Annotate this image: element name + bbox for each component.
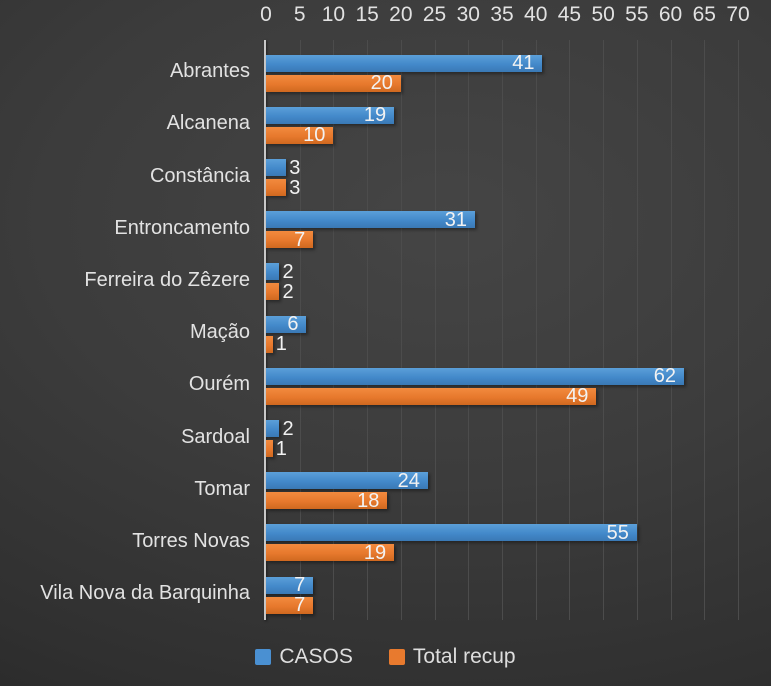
x-axis-tick-label: 60: [658, 3, 683, 26]
legend-label-total-recup: Total recup: [412, 645, 516, 668]
bar-value-label: 1: [275, 333, 287, 356]
bar-value-label: 18: [357, 489, 380, 512]
bar-total-recup: [266, 544, 395, 562]
x-axis-tick-label: 30: [456, 3, 480, 26]
y-axis-line: [264, 40, 266, 620]
bar-value-label: 41: [512, 52, 535, 75]
bar-total-recup: [266, 126, 334, 144]
bar-value-label: 19: [363, 541, 387, 564]
bar-casos: [266, 420, 280, 437]
bar-casos: [266, 576, 314, 594]
bar-total-recup: [266, 335, 273, 353]
bar-casos: [266, 367, 685, 385]
legend-entry-total-recup: Total recup: [388, 645, 516, 669]
bar-casos: [266, 315, 307, 333]
bar-total-recup: [266, 596, 314, 614]
gridline: [636, 40, 638, 620]
bar-total-recup: [266, 74, 401, 92]
x-axis-tick-label: 65: [692, 3, 716, 26]
bar-value-label: 31: [444, 208, 468, 231]
gridline: [333, 40, 335, 620]
gridline: [738, 40, 739, 620]
bar-value-label: 10: [303, 124, 326, 147]
bar-value-label: 2: [282, 417, 294, 440]
bar-value-label: 49: [566, 385, 589, 408]
total-recup-swatch-icon: [388, 649, 405, 665]
bar-value-label: 55: [606, 521, 629, 544]
bar-value-label: 62: [653, 365, 677, 388]
bar-casos: [266, 472, 428, 490]
x-axis-tick-label: 45: [557, 3, 582, 26]
gridline: [367, 40, 369, 620]
x-axis-tick-label: 40: [524, 3, 548, 26]
x-axis-tick-label: 55: [625, 3, 649, 26]
x-axis-tick-label: 35: [490, 3, 514, 26]
category-label: Ourém: [188, 373, 250, 396]
x-axis-tick-label: 5: [293, 3, 306, 26]
category-label: Abrantes: [169, 60, 250, 83]
bar-total-recup: [266, 231, 314, 249]
bar-value-label: 6: [287, 313, 299, 336]
bar-casos: [266, 106, 395, 124]
x-axis-tick-label: 25: [422, 3, 447, 26]
bar-casos: [266, 159, 287, 176]
category-label: Entroncamento: [114, 216, 250, 239]
gridline: [569, 40, 571, 620]
gridline: [502, 40, 503, 620]
category-label: Sardoal: [181, 425, 250, 448]
bar-value-label: 19: [363, 104, 387, 127]
bar-total-recup: [266, 440, 273, 457]
category-label: Alcanena: [166, 112, 250, 135]
x-axis-tick-label: 20: [389, 3, 413, 26]
bar-total-recup: [266, 283, 280, 301]
x-axis-tick-label: 15: [355, 3, 379, 26]
category-label: Constância: [149, 164, 250, 187]
bar-value-label: 2: [282, 280, 294, 303]
bar-casos: [266, 524, 637, 542]
bar-casos: [266, 54, 543, 72]
bar-total-recup: [266, 492, 388, 510]
bar-value-label: 3: [289, 176, 301, 199]
x-axis-tick-label: 0: [260, 3, 272, 26]
bar-value-label: 3: [289, 156, 301, 179]
bar-value-label: 1: [275, 437, 287, 460]
bar-total-recup: [266, 179, 287, 196]
gridline: [603, 40, 605, 620]
bar-value-label: 20: [370, 72, 393, 95]
gridline: [670, 40, 672, 620]
category-label: Tomar: [194, 477, 250, 500]
gridline: [468, 40, 470, 620]
category-label: Vila Nova da Barquinha: [40, 582, 250, 605]
bar-value-label: 24: [397, 469, 420, 492]
bar-value-label: 2: [282, 260, 294, 283]
casos-swatch-icon: [255, 649, 272, 665]
category-label: Ferreira do Zêzere: [84, 268, 250, 291]
bar-value-label: 7: [294, 228, 306, 251]
category-label: Mação: [189, 321, 250, 344]
legend-label-casos: CASOS: [279, 645, 353, 668]
bar-value-label: 7: [294, 594, 306, 617]
gridline: [704, 40, 706, 620]
legend-entry-casos: CASOS: [255, 645, 353, 669]
category-label: Torres Novas: [132, 529, 250, 552]
x-axis-tick-label: 50: [591, 3, 615, 26]
gridline: [535, 40, 537, 620]
bar-casos: [266, 211, 476, 229]
bar-casos: [266, 263, 280, 281]
gridline: [400, 40, 402, 620]
x-axis-tick-label: 10: [321, 3, 346, 26]
bar-total-recup: [266, 387, 597, 405]
x-axis-tick-label: 70: [726, 3, 750, 26]
bar-value-label: 7: [294, 574, 306, 597]
gridline: [434, 40, 436, 620]
legend: CASOS Total recup: [0, 644, 771, 670]
